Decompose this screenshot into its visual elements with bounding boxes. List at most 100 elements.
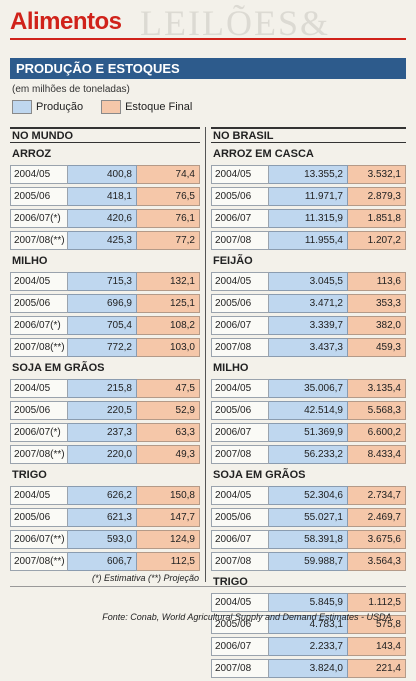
stock-value: 1.851,8 <box>348 209 406 228</box>
production-value: 696,9 <box>68 294 137 313</box>
year-cell: 2007/08(**) <box>10 338 68 357</box>
production-value: 215,8 <box>68 379 137 398</box>
stock-value: 2.469,7 <box>348 508 406 527</box>
legend-swatch-stock <box>101 100 122 114</box>
stock-value: 49,3 <box>137 445 200 464</box>
stock-value: 132,1 <box>137 272 200 291</box>
stock-value: 143,4 <box>348 637 406 656</box>
year-cell: 2005/06 <box>211 401 269 420</box>
year-cell: 2004/05 <box>211 379 269 398</box>
section-title: PRODUÇÃO E ESTOQUES <box>16 61 180 76</box>
stock-value: 112,5 <box>137 552 200 571</box>
stock-value: 382,0 <box>348 316 406 335</box>
crop-group: SOJA EM GRÃOS 2004/05 52.304,6 2.734,7 2005/… <box>211 469 406 571</box>
crop-title: TRIGO <box>12 469 47 481</box>
production-value: 42.514,9 <box>269 401 348 420</box>
footer-divider <box>10 586 406 587</box>
table-row: 2005/06 220,5 52,9 <box>10 401 200 420</box>
table-row: 2007/08 3.437,3 459,3 <box>211 338 406 357</box>
stock-value: 52,9 <box>137 401 200 420</box>
world-heading: NO MUNDO <box>10 127 200 143</box>
year-cell: 2007/08(**) <box>10 552 68 571</box>
brazil-column: NO BRASIL ARROZ EM CASCA 2004/05 13.355,2 3… <box>211 127 406 681</box>
table-row: 2007/08(**) 425,3 77,2 <box>10 231 200 250</box>
stock-value: 3.675,6 <box>348 530 406 549</box>
legend-label-stock: Estoque Final <box>125 101 193 113</box>
production-value: 3.045,5 <box>269 272 348 291</box>
table-row: 2004/05 400,8 74,4 <box>10 165 200 184</box>
year-cell: 2005/06 <box>10 294 68 313</box>
production-value: 59.988,7 <box>269 552 348 571</box>
production-value: 3.339,7 <box>269 316 348 335</box>
production-value: 58.391,8 <box>269 530 348 549</box>
production-value: 705,4 <box>68 316 137 335</box>
table-row: 2007/08 59.988,7 3.564,3 <box>211 552 406 571</box>
production-value: 51.369,9 <box>269 423 348 442</box>
production-value: 593,0 <box>68 530 137 549</box>
year-cell: 2007/08 <box>211 659 269 678</box>
table-row: 2007/08 11.955,4 1.207,2 <box>211 231 406 250</box>
table-row: 2005/06 42.514,9 5.568,3 <box>211 401 406 420</box>
stock-value: 76,1 <box>137 209 200 228</box>
stock-value: 150,8 <box>137 486 200 505</box>
table-row: 2007/08(**) 606,7 112,5 <box>10 552 200 571</box>
production-value: 621,3 <box>68 508 137 527</box>
production-value: 2.233,7 <box>269 637 348 656</box>
stock-value: 125,1 <box>137 294 200 313</box>
table-row: 2004/05 52.304,6 2.734,7 <box>211 486 406 505</box>
crop-group: ARROZ EM CASCA 2004/05 13.355,2 3.532,1 2005… <box>211 148 406 250</box>
production-value: 3.437,3 <box>269 338 348 357</box>
table-row: 2004/05 3.045,5 113,6 <box>211 272 406 291</box>
table-row: 2006/07(*) 420,6 76,1 <box>10 209 200 228</box>
table-row: 2004/05 715,3 132,1 <box>10 272 200 291</box>
crop-title: ARROZ EM CASCA <box>213 148 314 160</box>
year-cell: 2006/07 <box>211 316 269 335</box>
production-value: 52.304,6 <box>269 486 348 505</box>
year-cell: 2007/08 <box>211 338 269 357</box>
column-divider <box>205 127 206 582</box>
year-cell: 2005/06 <box>211 508 269 527</box>
table-row: 2006/07 51.369,9 6.600,2 <box>211 423 406 442</box>
brazil-heading: NO BRASIL <box>211 127 406 143</box>
legend-item-production: Produção <box>12 100 83 114</box>
year-cell: 2006/07 <box>211 530 269 549</box>
stock-value: 124,9 <box>137 530 200 549</box>
crop-group: ARROZ 2004/05 400,8 74,4 2005/06 418,1 76,5 200… <box>10 148 200 250</box>
year-cell: 2005/06 <box>10 401 68 420</box>
stock-value: 76,5 <box>137 187 200 206</box>
stock-value: 74,4 <box>137 165 200 184</box>
year-cell: 2005/06 <box>211 294 269 313</box>
table-row: 2007/08(**) 220,0 49,3 <box>10 445 200 464</box>
production-value: 11.315,9 <box>269 209 348 228</box>
table-row: 2005/06 696,9 125,1 <box>10 294 200 313</box>
crop-group: TRIGO 2004/05 626,2 150,8 2005/06 621,3 147,7 2… <box>10 469 200 571</box>
source-note: Fonte: Conab, World Agricultural Supply … <box>102 612 394 622</box>
page-title: Alimentos <box>10 8 122 35</box>
crop-group: MILHO 2004/05 35.006,7 3.135,4 2005/06 42.514… <box>211 362 406 464</box>
table-row: 2005/06 55.027,1 2.469,7 <box>211 508 406 527</box>
crop-group: MILHO 2004/05 715,3 132,1 2005/06 696,9 125,1 2… <box>10 255 200 357</box>
production-value: 400,8 <box>68 165 137 184</box>
stock-value: 459,3 <box>348 338 406 357</box>
stock-value: 5.568,3 <box>348 401 406 420</box>
legend-item-stock: Estoque Final <box>101 100 192 114</box>
table-row: 2007/08 3.824,0 221,4 <box>211 659 406 678</box>
year-cell: 2005/06 <box>10 187 68 206</box>
year-cell: 2007/08(**) <box>10 231 68 250</box>
year-cell: 2004/05 <box>10 272 68 291</box>
production-value: 3.471,2 <box>269 294 348 313</box>
production-value: 5.845,9 <box>269 593 348 612</box>
production-value: 237,3 <box>68 423 137 442</box>
production-value: 425,3 <box>68 231 137 250</box>
year-cell: 2004/05 <box>10 486 68 505</box>
table-row: 2006/07 11.315,9 1.851,8 <box>211 209 406 228</box>
footnote: (*) Estimativa (**) Projeção <box>92 573 200 583</box>
crop-title: MILHO <box>213 362 249 374</box>
year-cell: 2004/05 <box>211 593 269 612</box>
table-row: 2006/07 2.233,7 143,4 <box>211 637 406 656</box>
crop-title: FEIJÃO <box>213 255 253 267</box>
production-value: 420,6 <box>68 209 137 228</box>
background-print-artwork: LEILÕES& <box>140 3 330 43</box>
table-row: 2004/05 13.355,2 3.532,1 <box>211 165 406 184</box>
table-row: 2004/05 35.006,7 3.135,4 <box>211 379 406 398</box>
